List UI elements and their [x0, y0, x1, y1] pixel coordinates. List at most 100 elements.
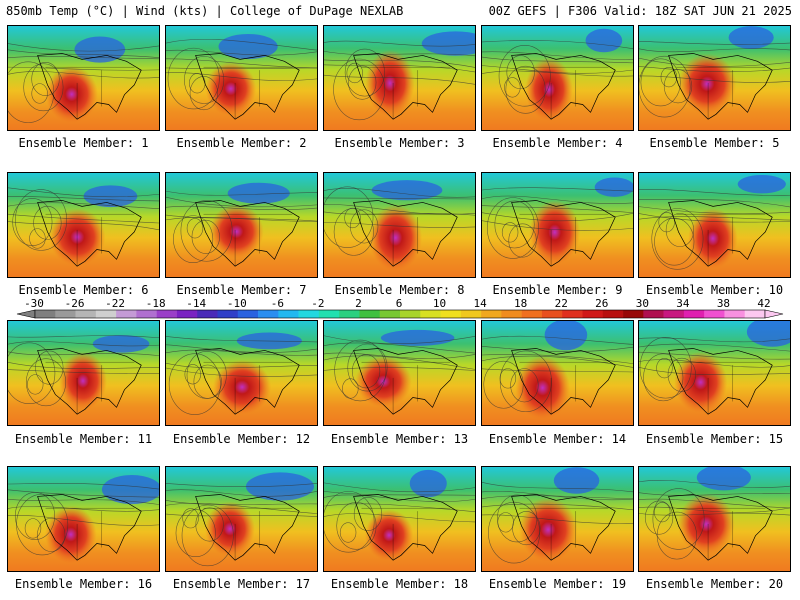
political-borders [45, 362, 135, 415]
cold-air-region [544, 321, 588, 351]
height-contour [482, 514, 633, 524]
height-contour [504, 77, 521, 98]
colorbar-max-arrow [764, 309, 784, 319]
height-contour [8, 66, 159, 71]
height-contour [8, 49, 159, 58]
height-contour [166, 502, 317, 514]
height-contour [482, 205, 633, 214]
ensemble-member-map [481, 466, 634, 572]
height-contour [182, 508, 199, 529]
height-contour [324, 188, 475, 198]
height-contour [654, 501, 671, 523]
ensemble-member-label: Ensemble Member: 20 [645, 577, 784, 591]
colorbar-swatch [35, 310, 56, 318]
height-contour [510, 368, 539, 403]
cold-air-region [227, 182, 290, 204]
height-contour [346, 62, 363, 84]
height-contour [184, 56, 225, 104]
map-graphic [8, 321, 159, 425]
height-contour [324, 367, 475, 371]
colorbar-swatch [197, 310, 218, 318]
coastline [37, 200, 142, 267]
ensemble-member-label: Ensemble Member: 2 [176, 136, 307, 150]
ensemble-member-label: Ensemble Member: 13 [330, 432, 469, 446]
colorbar-swatch [116, 310, 137, 318]
height-contour [8, 213, 159, 224]
coastline [353, 348, 458, 415]
height-contour [482, 503, 633, 511]
height-contour [498, 45, 551, 107]
heat-dome-region [44, 505, 97, 564]
ensemble-member-map [165, 320, 318, 426]
ensemble-member-map [481, 320, 634, 426]
colorbar-swatch [359, 310, 381, 318]
colorbar-tick-label: -6 [270, 297, 284, 310]
colorbar-swatch [217, 310, 239, 318]
height-contour [660, 67, 678, 88]
heat-dome-region [677, 493, 735, 555]
height-contour [15, 189, 68, 251]
political-borders [676, 67, 766, 120]
height-contour [167, 47, 220, 110]
height-contour [35, 350, 64, 385]
colorbar-tick-label: 34 [676, 297, 690, 310]
height-contour [482, 335, 633, 345]
ensemble-member-map [165, 25, 318, 131]
height-contour [324, 491, 375, 553]
height-contour [482, 345, 633, 352]
height-contour [166, 58, 317, 69]
height-contour [665, 213, 695, 248]
ensemble-member-label: Ensemble Member: 16 [14, 577, 153, 591]
height-contour [166, 513, 317, 517]
height-contour [166, 49, 317, 56]
height-contour [658, 212, 675, 233]
height-contour [31, 62, 60, 97]
political-borders [676, 362, 766, 415]
political-borders [45, 508, 135, 561]
colorbar-tick-label: 18 [514, 297, 528, 310]
colorbar-swatch [521, 310, 543, 318]
heat-dome-region [515, 355, 571, 420]
cold-air-region [74, 36, 126, 63]
height-contour [8, 187, 159, 198]
height-contour [639, 359, 790, 368]
colorbar-tick-label: 42 [757, 297, 771, 310]
ensemble-member-map [165, 466, 318, 572]
height-contour [324, 64, 475, 73]
height-contour [8, 515, 159, 526]
height-contour [324, 482, 475, 493]
height-contour [482, 353, 633, 364]
height-contour [639, 66, 790, 73]
map-graphic [324, 321, 475, 425]
colorbar-tick-label: 26 [595, 297, 609, 310]
height-contour [189, 76, 218, 111]
height-contour [639, 343, 790, 352]
colorbar-swatch [582, 310, 604, 318]
political-borders [519, 362, 609, 415]
political-borders [203, 214, 293, 267]
ensemble-member-map [323, 320, 476, 426]
ensemble-member-map [323, 172, 476, 278]
colorbar-tick-label: 30 [635, 297, 649, 310]
height-contour [191, 219, 220, 254]
run-valid-time: 00Z GEFS | F306 Valid: 18Z SAT JUN 21 20… [488, 4, 792, 18]
coastline [195, 348, 300, 415]
height-contour [482, 56, 633, 64]
ensemble-member-map [7, 172, 160, 278]
ensemble-member-label: Ensemble Member: 7 [176, 283, 307, 297]
colorbar-swatch [623, 310, 644, 318]
height-contour [350, 209, 379, 244]
political-borders [203, 362, 293, 415]
ensemble-member-map [165, 172, 318, 278]
height-contour [324, 335, 475, 345]
political-borders [361, 67, 451, 120]
height-contour [324, 74, 475, 85]
height-contour [344, 48, 385, 97]
political-borders [361, 362, 451, 415]
height-contour [643, 353, 684, 402]
height-contour [482, 51, 633, 61]
height-contour [639, 479, 790, 488]
colorbar-swatch [318, 310, 340, 318]
colorbar-swatch [420, 310, 441, 318]
height-contour [166, 336, 317, 343]
